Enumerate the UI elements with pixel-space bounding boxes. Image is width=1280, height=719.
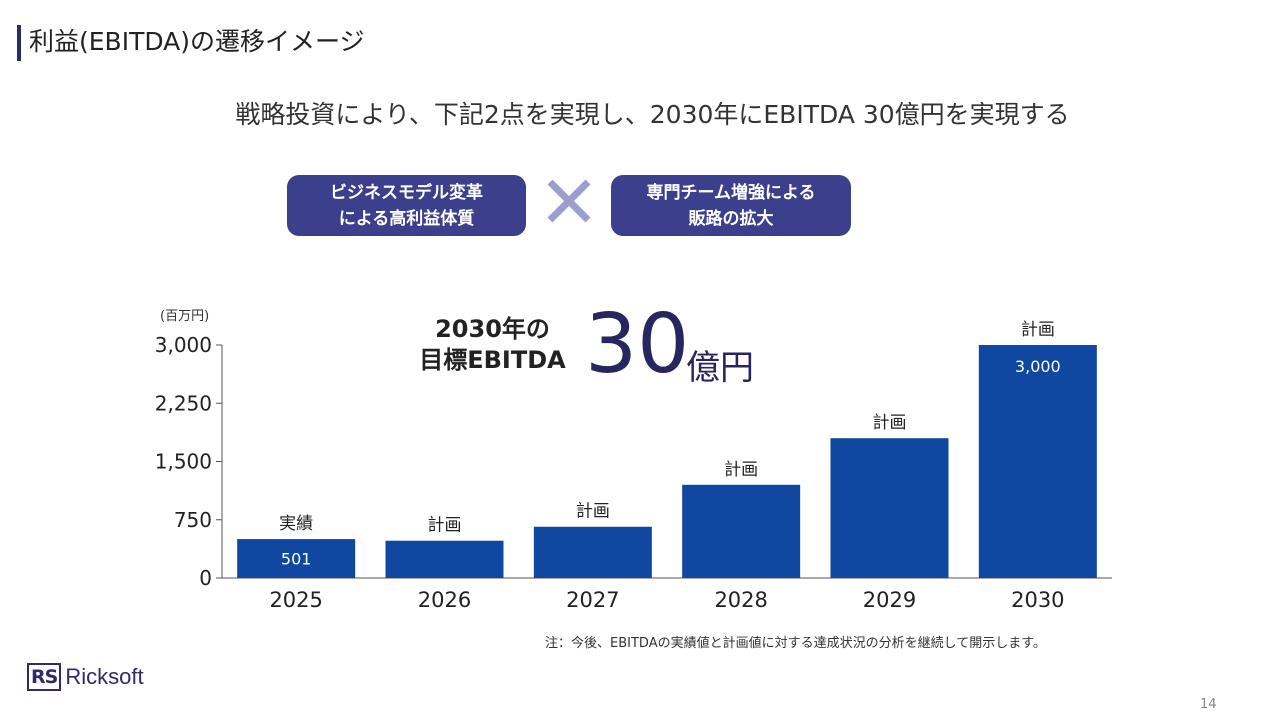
logo-text: Ricksoft: [65, 664, 144, 689]
y-tick-label: 2,250: [155, 391, 212, 415]
y-tick-label: 3,000: [155, 333, 212, 357]
pill-right-line-1: 専門チーム増強による: [646, 182, 816, 203]
x-tick-label: 2027: [566, 588, 619, 612]
bar-data-label: 501: [281, 550, 312, 569]
title-accent-bar: [17, 25, 21, 61]
bar-tag-label: 計画: [873, 413, 907, 433]
target-label-line-1: 2030年の: [435, 315, 550, 343]
target-label-line-2: 目標EBITDA: [419, 346, 566, 374]
chart-unit-label: (百万円): [160, 309, 210, 324]
footnote: 注：今後、EBITDAの実績値と計画値に対する達成状況の分析を継続して開示します…: [545, 636, 1046, 651]
target-value: 30: [585, 297, 690, 392]
bar-tag-label: 実績: [279, 514, 313, 534]
pill-left-line-1: ビジネスモデル変革: [330, 182, 483, 203]
y-tick-label: 1,500: [155, 450, 212, 474]
bar-2027: [533, 526, 652, 578]
target-label: 2030年の 目標EBITDA: [410, 314, 575, 376]
bar-data-label: 3,000: [1015, 357, 1061, 376]
bar-2030: [978, 345, 1097, 578]
times-icon: [547, 179, 591, 223]
page-title: 利益(EBITDA)の遷移イメージ: [29, 27, 365, 56]
target-unit: 億円: [686, 348, 754, 388]
bar-2026: [385, 540, 504, 578]
x-tick-label: 2029: [863, 588, 916, 612]
y-tick-label: 0: [199, 566, 212, 590]
bar-tag-label: 計画: [724, 460, 758, 480]
bar-2029: [830, 438, 949, 578]
pill-right-line-2: 販路の拡大: [688, 208, 774, 229]
x-tick-label: 2025: [269, 588, 322, 612]
headline: 戦略投資により、下記2点を実現し、2030年にEBITDA 30億円を実現する: [235, 100, 1070, 129]
x-tick-label: 2028: [714, 588, 767, 612]
x-tick-label: 2026: [418, 588, 471, 612]
logo-mark: RS: [27, 663, 62, 691]
company-logo: RS Ricksoft: [27, 663, 144, 691]
bar-tag-label: 計画: [1021, 320, 1055, 340]
bar-2028: [682, 484, 801, 578]
bar-tag-label: 計画: [428, 516, 462, 536]
page-number: 14: [1200, 697, 1217, 712]
strategy-pill-sales-expansion: 専門チーム増強による 販路の拡大: [611, 175, 851, 236]
pill-left-line-2: による高利益体質: [338, 208, 475, 229]
bar-2025: [237, 539, 356, 578]
x-tick-label: 2030: [1011, 588, 1064, 612]
bar-tag-label: 計画: [576, 502, 610, 522]
y-tick-label: 750: [174, 508, 212, 532]
strategy-pill-business-model: ビジネスモデル変革 による高利益体質: [287, 175, 526, 236]
